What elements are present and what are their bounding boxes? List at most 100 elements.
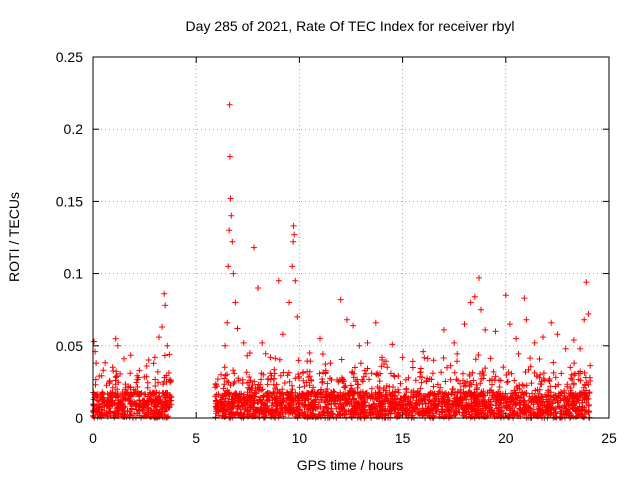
data-point (355, 381, 362, 388)
data-point (450, 385, 456, 392)
data-point (373, 411, 380, 418)
data-point (481, 392, 488, 399)
data-point (356, 342, 363, 349)
data-point (553, 394, 560, 401)
data-point (269, 412, 276, 418)
data-point (451, 369, 458, 376)
data-point (347, 382, 354, 389)
data-point (479, 391, 486, 398)
data-point (106, 380, 113, 387)
data-point (119, 410, 126, 416)
data-point (413, 402, 420, 408)
data-point (168, 394, 175, 401)
data-point (357, 389, 364, 396)
data-point (475, 407, 482, 414)
data-point (232, 299, 239, 306)
data-point (559, 404, 566, 411)
data-point (145, 357, 152, 363)
data-point (152, 383, 159, 389)
data-point (264, 381, 271, 388)
data-point (296, 400, 302, 407)
data-point (289, 406, 296, 413)
data-point (286, 405, 293, 412)
data-point (361, 394, 368, 401)
y-axis-label: ROTI / TECUs (6, 192, 22, 282)
data-point (166, 376, 173, 383)
data-point (296, 399, 303, 406)
x-tick-label: 5 (192, 430, 200, 446)
data-point (480, 372, 487, 379)
data-point (240, 393, 247, 400)
data-point (272, 396, 279, 403)
data-point (212, 400, 219, 407)
data-point (475, 352, 482, 358)
data-point (386, 389, 393, 396)
data-point (583, 279, 590, 286)
data-point (495, 404, 502, 411)
data-point (430, 402, 437, 408)
data-point (246, 350, 253, 356)
data-point (573, 397, 580, 404)
data-point (281, 380, 288, 386)
data-point (536, 390, 542, 397)
data-point (276, 356, 283, 363)
data-point (316, 399, 323, 406)
data-point (503, 405, 510, 412)
data-point (515, 350, 522, 357)
data-point (162, 408, 169, 415)
data-point (284, 394, 291, 401)
data-point (585, 311, 592, 317)
data-point (466, 371, 473, 378)
data-point (363, 389, 370, 396)
data-point (218, 371, 224, 378)
data-point (270, 381, 277, 388)
data-point (112, 335, 119, 342)
data-point (222, 342, 229, 349)
y-tick-label: 0.1 (64, 266, 84, 282)
data-point (112, 377, 119, 384)
data-point (467, 299, 474, 306)
data-point (286, 399, 293, 406)
data-point (166, 351, 173, 358)
data-point (554, 399, 561, 406)
data-point (441, 409, 448, 416)
data-point (459, 409, 466, 416)
data-point (127, 384, 134, 391)
data-point (451, 409, 458, 416)
data-point (430, 383, 437, 390)
data-point (294, 406, 301, 413)
data-point (234, 404, 241, 410)
data-points (90, 101, 594, 421)
data-point (285, 369, 292, 376)
data-point (545, 387, 551, 394)
data-point (225, 389, 232, 396)
x-tick-label: 15 (395, 430, 411, 446)
data-point (133, 379, 140, 386)
data-point (540, 399, 546, 406)
data-point (148, 399, 155, 406)
data-point (221, 375, 228, 382)
data-point (262, 350, 269, 357)
data-point (531, 411, 538, 418)
data-point (127, 370, 134, 377)
data-point (552, 374, 559, 381)
data-point (96, 373, 103, 380)
data-point (375, 372, 382, 379)
data-point (519, 381, 526, 388)
data-point (250, 404, 257, 411)
data-point (267, 354, 274, 361)
data-point (433, 408, 440, 415)
data-point (352, 404, 358, 411)
data-point (230, 367, 237, 374)
data-point (520, 401, 527, 408)
data-point (235, 375, 242, 382)
data-point (439, 403, 446, 410)
data-point (227, 195, 234, 202)
data-point (94, 397, 101, 404)
data-point (92, 376, 99, 383)
data-point (423, 378, 430, 385)
data-point (505, 369, 512, 376)
data-point (488, 387, 495, 394)
data-point (310, 413, 317, 420)
data-point (479, 405, 486, 412)
